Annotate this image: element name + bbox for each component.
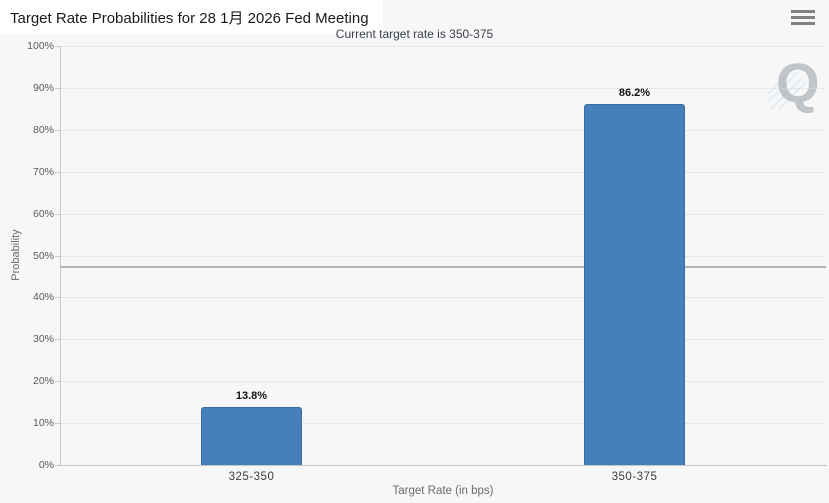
y-tick-label: 20% bbox=[32, 375, 54, 388]
y-tick-label: 70% bbox=[32, 165, 54, 178]
y-tick-label: 50% bbox=[32, 249, 54, 262]
y-tick-label: 30% bbox=[32, 333, 54, 346]
y-tick-label: 60% bbox=[32, 207, 54, 220]
export-menu-button[interactable] bbox=[789, 8, 819, 30]
y-gridline bbox=[60, 255, 826, 257]
reference-line bbox=[60, 266, 826, 269]
y-tick-label: 100% bbox=[27, 40, 54, 52]
bar-value-label: 86.2% bbox=[618, 86, 651, 99]
probability-bar[interactable] bbox=[584, 103, 685, 465]
y-gridline bbox=[60, 129, 826, 131]
y-tick-label: 80% bbox=[32, 123, 54, 136]
chart-title: Target Rate Probabilities for 28 1月 2026… bbox=[0, 0, 383, 34]
y-tick-label: 40% bbox=[32, 291, 54, 304]
y-gridline bbox=[60, 423, 826, 425]
x-category-label: 350-375 bbox=[611, 471, 658, 483]
y-gridline bbox=[60, 87, 826, 89]
y-tick-label: 90% bbox=[32, 81, 54, 94]
chart-subtitle: Current target rate is 350-375 bbox=[335, 27, 494, 41]
y-axis-tick bbox=[55, 423, 60, 425]
y-tick-label: 10% bbox=[32, 417, 54, 430]
y-axis-tick bbox=[55, 129, 60, 131]
x-axis-title: Target Rate (in bps) bbox=[392, 485, 494, 497]
hamburger-menu-icon bbox=[791, 10, 817, 25]
x-category-label: 325-350 bbox=[228, 471, 275, 483]
y-axis-tick bbox=[55, 171, 60, 173]
y-axis-tick bbox=[55, 46, 60, 47]
y-axis-tick bbox=[55, 213, 60, 215]
y-axis-tick bbox=[55, 381, 60, 383]
y-gridline bbox=[60, 171, 826, 173]
y-gridline bbox=[60, 339, 826, 341]
y-axis-tick bbox=[55, 255, 60, 257]
y-gridline bbox=[60, 213, 826, 215]
probability-bar[interactable] bbox=[201, 407, 302, 465]
y-axis-tick bbox=[55, 339, 60, 341]
y-gridline bbox=[60, 381, 826, 383]
bar-value-label: 13.8% bbox=[235, 390, 268, 403]
y-axis-tick bbox=[55, 297, 60, 299]
y-tick-label: 0% bbox=[38, 459, 54, 471]
y-axis-tick bbox=[55, 87, 60, 89]
y-axis-tick bbox=[55, 465, 60, 466]
y-gridline bbox=[60, 297, 826, 299]
y-gridline bbox=[60, 46, 826, 47]
